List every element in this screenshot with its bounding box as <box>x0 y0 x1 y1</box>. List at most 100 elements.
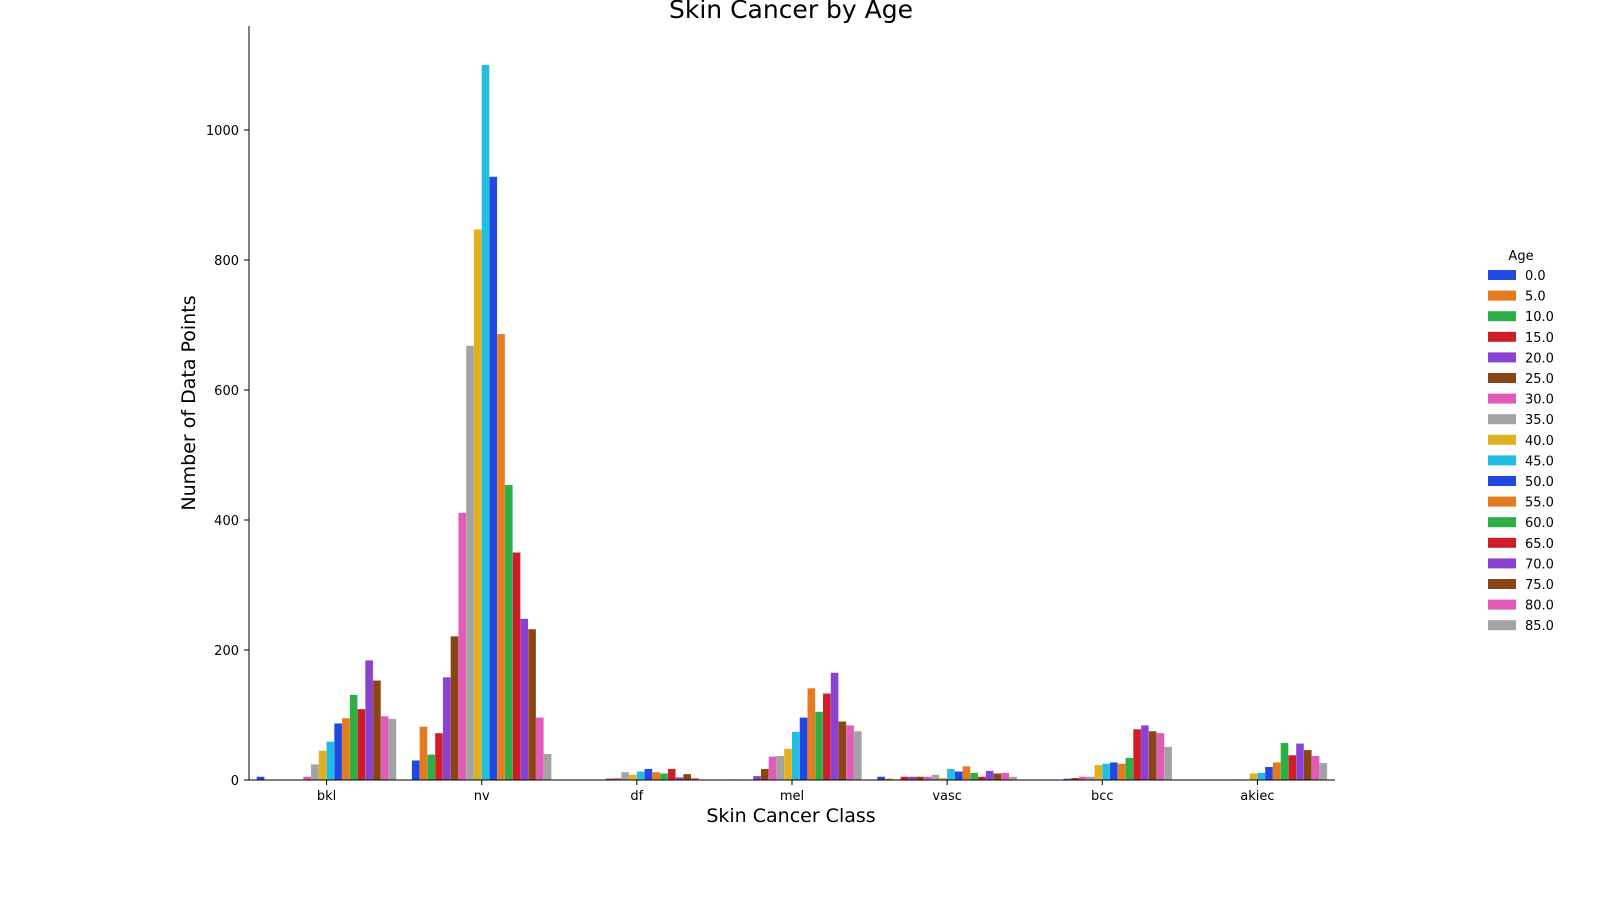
legend-label-35.0: 35.0 <box>1525 413 1554 428</box>
y-tick-label: 800 <box>214 254 239 269</box>
bar-vasc-age-70.0 <box>985 770 994 780</box>
bar-nv-age-50.0 <box>489 176 498 781</box>
bar-mel-age-85.0 <box>854 731 862 780</box>
bar-vasc-age-55.0 <box>962 766 971 780</box>
legend-label-65.0: 65.0 <box>1525 537 1554 552</box>
legend-swatch-10.0 <box>1488 311 1516 322</box>
legend-label-70.0: 70.0 <box>1525 557 1554 572</box>
legend-label-40.0: 40.0 <box>1525 434 1554 449</box>
bar-mel-age-80.0 <box>846 725 854 780</box>
bar-nv-age-10.0 <box>427 754 436 780</box>
bar-bcc-age-35.0 <box>1086 776 1095 780</box>
bar-vasc-age-50.0 <box>954 771 963 780</box>
bar-bcc-age-30.0 <box>1079 776 1087 780</box>
bar-akiec-age-65.0 <box>1288 755 1297 780</box>
legend-label-5.0: 5.0 <box>1525 290 1546 305</box>
chart-title: Skin Cancer by Age <box>669 0 913 24</box>
bar-vasc-age-35.0 <box>931 774 940 780</box>
bar-df-age-65.0 <box>667 768 676 780</box>
legend-swatch-45.0 <box>1488 455 1516 466</box>
legend-swatch-85.0 <box>1488 620 1516 631</box>
bar-df-age-55.0 <box>652 772 660 780</box>
bar-bcc-age-45.0 <box>1102 763 1110 780</box>
bar-df-age-45.0 <box>636 771 645 780</box>
legend-label-85.0: 85.0 <box>1525 619 1554 634</box>
bar-nv-age-55.0 <box>497 334 505 780</box>
legend-label-55.0: 55.0 <box>1525 496 1554 511</box>
bar-bkl-age-0.0 <box>256 776 265 780</box>
bar-nv-age-35.0 <box>466 345 474 780</box>
legend-title: Age <box>1508 249 1533 264</box>
bar-akiec-age-45.0 <box>1257 772 1266 780</box>
bar-df-age-25.0 <box>605 778 614 780</box>
bar-bcc-age-75.0 <box>1148 731 1157 780</box>
x-tick-label-bcc: bcc <box>1091 789 1114 804</box>
bar-vasc-age-85.0 <box>1009 776 1017 780</box>
x-tick-label-akiec: akiec <box>1240 789 1274 804</box>
legend: Age 0.0 5.0 10.0 15.0 20.0 25.0 30.0 35.0 40.0 45… <box>1488 249 1554 634</box>
bar-nv-age-70.0 <box>520 618 529 780</box>
legend-swatch-70.0 <box>1488 558 1516 569</box>
legend-label-75.0: 75.0 <box>1525 578 1554 593</box>
bar-nv-age-30.0 <box>458 512 467 780</box>
bar-bkl-age-85.0 <box>388 718 397 780</box>
bar-df-age-50.0 <box>644 768 653 780</box>
x-tick-label-mel: mel <box>780 789 804 804</box>
bar-vasc-age-0.0 <box>877 776 885 780</box>
bar-nv-age-60.0 <box>504 484 513 780</box>
x-tick-label-vasc: vasc <box>932 789 962 804</box>
legend-label-80.0: 80.0 <box>1525 599 1554 614</box>
bar-bcc-age-60.0 <box>1125 757 1134 780</box>
bar-mel-age-30.0 <box>768 756 777 780</box>
bar-akiec-age-85.0 <box>1319 763 1328 780</box>
bar-df-age-80.0 <box>691 778 699 780</box>
bar-mel-age-65.0 <box>823 693 831 780</box>
bar-bkl-age-50.0 <box>334 723 342 780</box>
bar-vasc-age-15.0 <box>900 776 909 780</box>
bar-bkl-age-35.0 <box>311 764 319 780</box>
bar-vasc-age-80.0 <box>1001 772 1010 780</box>
bar-mel-age-75.0 <box>838 721 847 780</box>
legend-label-50.0: 50.0 <box>1525 475 1554 490</box>
bar-nv-age-40.0 <box>473 229 482 780</box>
bar-akiec-age-75.0 <box>1303 750 1312 780</box>
bar-mel-age-55.0 <box>807 688 816 780</box>
bar-bcc-age-55.0 <box>1117 763 1126 780</box>
bar-mel-age-35.0 <box>776 755 785 780</box>
bar-df-age-40.0 <box>629 774 637 780</box>
bar-bcc-age-70.0 <box>1141 725 1149 780</box>
y-tick-label: 600 <box>214 384 239 399</box>
bar-mel-age-40.0 <box>784 748 792 780</box>
y-axis-label: Number of Data Points <box>178 295 200 510</box>
bar-bkl-age-55.0 <box>342 718 350 780</box>
bar-vasc-age-65.0 <box>978 776 986 780</box>
bar-df-age-70.0 <box>675 777 684 780</box>
bar-vasc-age-45.0 <box>947 768 955 780</box>
x-tick-label-nv: nv <box>474 789 490 804</box>
legend-swatch-30.0 <box>1488 393 1516 404</box>
bar-mel-age-20.0 <box>753 776 761 780</box>
bar-vasc-age-30.0 <box>923 776 932 780</box>
legend-swatch-15.0 <box>1488 331 1516 342</box>
legend-swatch-25.0 <box>1488 373 1516 383</box>
bar-bkl-age-45.0 <box>326 741 335 780</box>
bar-bcc-age-50.0 <box>1110 762 1118 780</box>
bar-bcc-age-80.0 <box>1156 733 1165 780</box>
bar-bkl-age-75.0 <box>373 680 381 780</box>
bar-bkl-age-60.0 <box>349 694 358 780</box>
legend-swatch-40.0 <box>1488 434 1516 445</box>
bar-bkl-age-30.0 <box>303 776 311 780</box>
bar-bcc-age-25.0 <box>1071 778 1079 780</box>
bar-nv-age-15.0 <box>435 733 443 780</box>
legend-swatch-50.0 <box>1488 476 1516 486</box>
y-tick-label: 400 <box>214 514 239 529</box>
bar-nv-age-80.0 <box>536 717 544 780</box>
legend-swatch-0.0 <box>1488 270 1516 280</box>
bar-mel-age-60.0 <box>815 711 823 780</box>
bar-df-age-35.0 <box>621 772 629 780</box>
x-axis-label: Skin Cancer Class <box>706 805 875 827</box>
legend-swatch-5.0 <box>1488 290 1516 301</box>
bar-nv-age-25.0 <box>450 636 459 780</box>
legend-label-15.0: 15.0 <box>1525 331 1554 346</box>
